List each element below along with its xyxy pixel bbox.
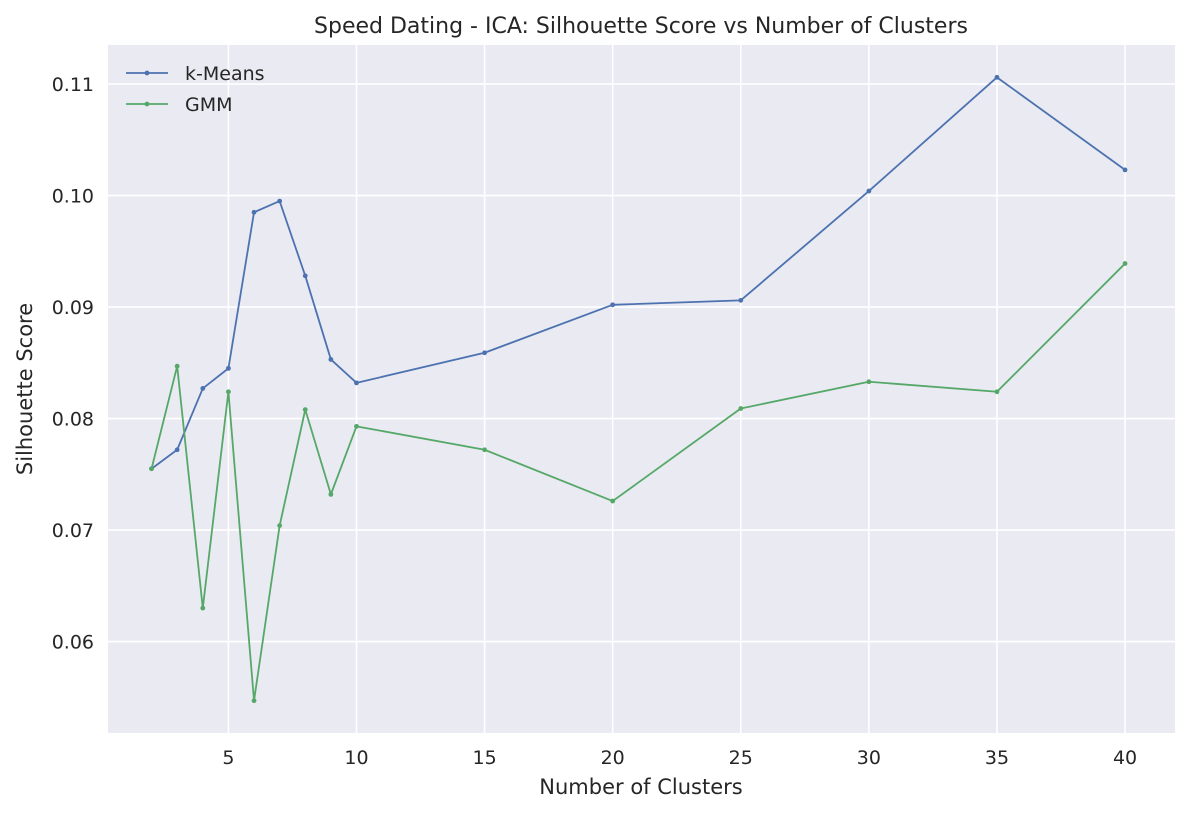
plot-area-background: [108, 45, 1175, 733]
x-tick-label: 25: [729, 747, 753, 769]
data-point-k-means: [866, 188, 872, 194]
data-point-gmm: [1122, 261, 1128, 266]
data-point-k-means: [251, 209, 257, 215]
y-tick-label: 0.06: [52, 632, 94, 654]
data-point-k-means: [277, 198, 283, 204]
x-tick-label: 5: [222, 747, 234, 769]
data-point-gmm: [610, 498, 616, 504]
y-tick-label: 0.08: [52, 409, 94, 431]
data-point-gmm: [866, 379, 872, 385]
data-point-gmm: [200, 605, 206, 611]
legend-label: GMM: [185, 94, 233, 116]
data-point-k-means: [994, 74, 1000, 80]
x-axis-title: Number of Clusters: [539, 775, 742, 799]
x-tick-label: 15: [472, 747, 496, 769]
data-point-gmm: [251, 698, 257, 704]
legend-marker: [144, 101, 150, 107]
data-point-k-means: [482, 350, 487, 356]
series-k-means: [149, 74, 1128, 472]
data-point-k-means: [226, 365, 231, 371]
y-tick-label: 0.10: [52, 186, 94, 208]
data-point-gmm: [277, 523, 283, 528]
data-point-gmm: [994, 389, 1000, 395]
tick-label-layer: 5 10 15 20 25 30 35 40 0.06 0.07 0.08 0.09 0.10 0.11: [52, 74, 1137, 769]
data-point-gmm: [302, 407, 308, 413]
data-point-k-means: [738, 297, 744, 303]
series-layer: [149, 74, 1128, 704]
data-point-k-means: [200, 386, 206, 391]
y-tick-label: 0.07: [52, 520, 94, 542]
legend-item-gmm: GMM: [126, 94, 233, 116]
y-tick-label: 0.11: [52, 74, 94, 96]
legend: k-Means GMM: [126, 63, 265, 116]
data-point-gmm: [482, 447, 487, 453]
legend-marker: [144, 70, 150, 76]
data-point-k-means: [354, 380, 359, 386]
chart-title: Speed Dating - ICA: Silhouette Score vs …: [314, 14, 968, 39]
data-point-k-means: [328, 357, 334, 362]
legend-label: k-Means: [185, 63, 265, 85]
data-point-gmm: [174, 363, 180, 369]
data-point-gmm: [226, 389, 231, 395]
x-tick-label: 40: [1113, 747, 1137, 769]
grid-layer: [108, 45, 1175, 733]
data-point-k-means: [302, 273, 308, 279]
data-point-k-means: [610, 302, 616, 308]
x-tick-label: 10: [344, 747, 368, 769]
x-tick-label: 30: [857, 747, 881, 769]
y-axis-title: Silhouette Score: [13, 303, 37, 475]
y-tick-label: 0.09: [52, 297, 94, 319]
data-point-gmm: [738, 406, 744, 411]
data-point-k-means: [174, 447, 180, 453]
data-point-gmm: [354, 423, 359, 429]
series-gmm: [149, 261, 1128, 704]
data-point-gmm: [149, 466, 154, 472]
data-point-gmm: [328, 491, 334, 497]
legend-item-k-means: k-Means: [126, 63, 265, 85]
x-tick-label: 20: [601, 747, 625, 769]
data-point-k-means: [1122, 167, 1128, 173]
x-tick-label: 35: [985, 747, 1009, 769]
